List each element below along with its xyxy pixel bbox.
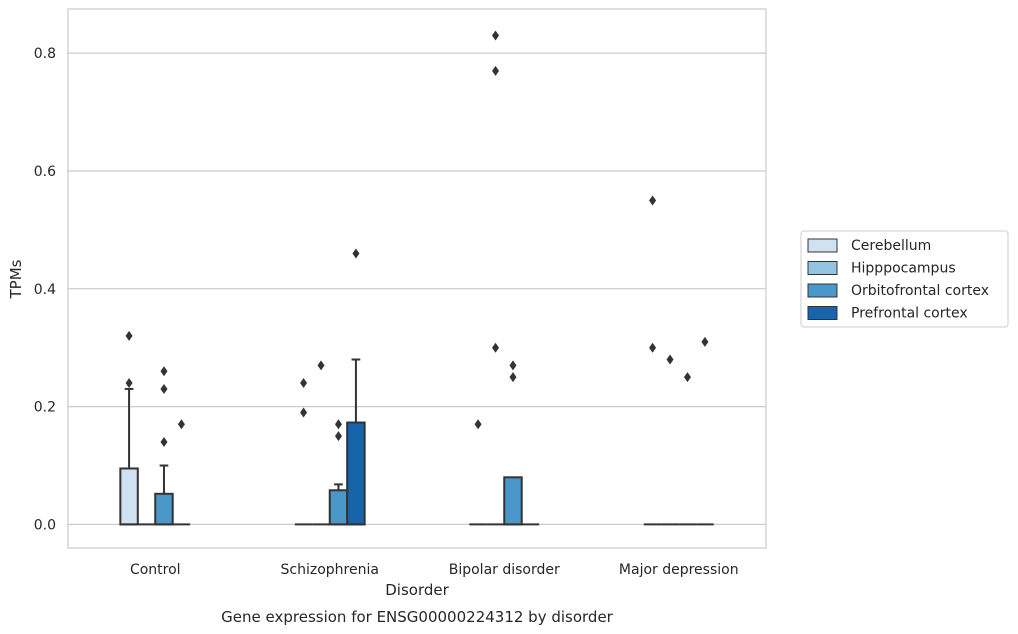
legend-swatch: [807, 261, 838, 275]
outlier-point: [334, 431, 342, 442]
box-series: [119, 30, 714, 526]
chart-title: Gene expression for ENSG00000224312 by d…: [221, 608, 614, 626]
box-rect: [346, 421, 366, 526]
x-tick-label: Bipolar disorder: [449, 562, 560, 578]
outlier-point: [317, 360, 325, 371]
x-tick-label: Major depression: [619, 562, 739, 578]
outlier-point: [649, 195, 657, 206]
box-cerebellum: [469, 419, 487, 526]
legend-label: Prefrontal cortex: [851, 306, 968, 322]
outlier-point: [300, 407, 308, 418]
x-tick-label: Schizophrenia: [281, 562, 379, 578]
y-tick-label: 0.4: [34, 282, 56, 298]
outlier-point: [160, 366, 168, 377]
outlier-point: [683, 372, 691, 383]
outlier-point: [509, 360, 517, 371]
outlier-point: [125, 378, 133, 389]
x-axis-label: Disorder: [385, 581, 449, 599]
outlier-point: [334, 419, 342, 430]
box-orbitofrontal-cortex: [678, 372, 697, 526]
legend-label: Orbitofrontal cortex: [851, 283, 989, 299]
outlier-point: [492, 65, 500, 76]
legend-label: Hipppocampus: [851, 261, 956, 277]
box-hipppocampus: [312, 360, 330, 526]
legend-label: Cerebellum: [851, 238, 931, 254]
box-cerebellum: [294, 378, 313, 526]
box-rect: [119, 467, 139, 526]
box-rect: [503, 476, 523, 526]
y-tick-label: 0.0: [34, 517, 56, 533]
outlier-point: [160, 436, 168, 447]
y-tick-label: 0.6: [34, 164, 56, 180]
y-tick-label: 0.2: [34, 400, 56, 416]
outlier-point: [492, 30, 500, 41]
box-hipppocampus: [486, 30, 505, 526]
box-orbitofrontal-cortex: [154, 366, 174, 526]
box-prefrontal-cortex: [696, 336, 714, 526]
tick-labels: 0.0 0.2 0.4 0.6 0.8 Control Schizophrenia Bipol…: [34, 46, 739, 578]
outlier-point: [177, 419, 185, 430]
outlier-point: [300, 378, 308, 389]
legend-swatch: [807, 238, 838, 253]
box-rect: [328, 489, 349, 526]
outlier-point: [666, 354, 674, 365]
box-rect: [154, 492, 174, 526]
box-cerebellum: [643, 195, 662, 526]
plot-background: [68, 9, 766, 548]
y-axis-label: TPMs: [7, 259, 25, 299]
outlier-point: [649, 342, 657, 353]
legend: Cerebellum Hipppocampus Orbitofrontal cort…: [800, 230, 1009, 328]
outlier-point: [474, 419, 482, 430]
box-cerebellum: [119, 330, 139, 526]
outlier-point: [509, 372, 517, 383]
y-tick-label: 0.8: [34, 46, 56, 62]
plot-frame: [67, 8, 767, 549]
legend-swatch: [807, 306, 838, 320]
x-tick-label: Control: [130, 562, 181, 578]
outlier-point: [160, 383, 168, 394]
box-hipppocampus: [661, 354, 679, 526]
box-prefrontal-cortex: [172, 419, 191, 526]
box-orbitofrontal-cortex: [503, 360, 523, 526]
outlier-point: [492, 342, 500, 353]
box-prefrontal-cortex: [346, 248, 366, 526]
outlier-point: [701, 336, 709, 347]
legend-items: Cerebellum Hipppocampus Orbitofrontal cort…: [807, 238, 989, 322]
legend-frame: [800, 230, 1009, 328]
outlier-point: [125, 330, 133, 341]
legend-swatch: [807, 283, 838, 298]
outlier-point: [352, 248, 360, 259]
